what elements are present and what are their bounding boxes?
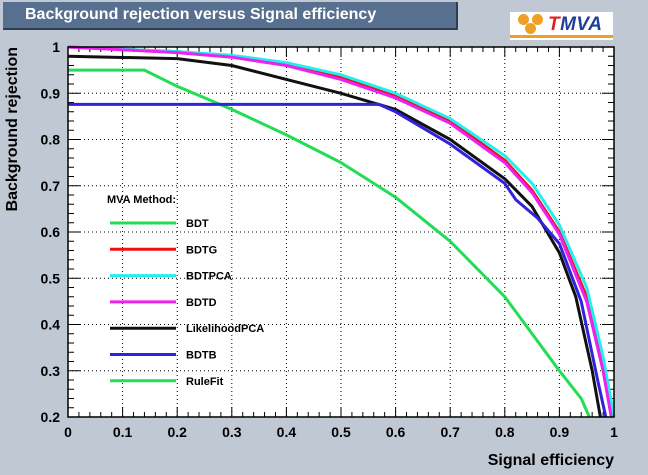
legend-label-likelihoodpca: LikelihoodPCA xyxy=(186,323,264,335)
x-tick-label: 0.6 xyxy=(386,424,406,440)
logo-prefix: T xyxy=(548,14,561,35)
y-tick-label: 0.3 xyxy=(41,363,61,379)
logo-stripe xyxy=(510,35,613,38)
x-tick-label: 0.8 xyxy=(495,424,515,440)
logo-name: MVA xyxy=(560,14,603,35)
y-tick-label: 0.5 xyxy=(41,270,61,286)
series-line-bdtpca xyxy=(67,45,616,418)
logo-dot-icon xyxy=(518,14,529,25)
y-tick-label: 0.2 xyxy=(41,409,61,425)
y-tick-label: 1 xyxy=(52,39,60,55)
chart-title: Background rejection versus Signal effic… xyxy=(3,2,458,30)
x-axis-title: Signal efficiency xyxy=(488,452,614,469)
legend-label-bdtd: BDTD xyxy=(186,297,217,309)
y-tick-label: 0.8 xyxy=(41,132,61,148)
legend-label-bdtpca: BDTPCA xyxy=(186,271,232,283)
legend-label-bdtg: BDTG xyxy=(186,244,217,256)
legend-label-rulefit: RuleFit xyxy=(186,376,224,388)
x-tick-label: 0.2 xyxy=(167,424,187,440)
logo-dot-icon xyxy=(532,14,543,25)
tmva-logo: TMVA xyxy=(510,12,613,40)
y-tick-label: 0.4 xyxy=(41,317,61,333)
x-tick-label: 1 xyxy=(610,424,618,440)
y-tick-label: 0.9 xyxy=(41,85,61,101)
y-axis-title: Background rejection xyxy=(4,47,21,211)
logo-dot-icon xyxy=(525,23,536,34)
x-tick-label: 0.5 xyxy=(331,424,351,440)
x-tick-label: 0.7 xyxy=(440,424,460,440)
legend-title: MVA Method: xyxy=(107,194,176,206)
x-tick-label: 0.1 xyxy=(113,424,133,440)
series-line-likelihoodpca xyxy=(67,54,602,418)
y-tick-label: 0.7 xyxy=(41,178,61,194)
x-tick-label: 0.9 xyxy=(550,424,570,440)
x-tick-label: 0 xyxy=(64,424,72,440)
x-tick-label: 0.3 xyxy=(222,424,242,440)
y-tick-label: 0.6 xyxy=(41,224,61,240)
series-line-bdtd xyxy=(67,45,613,418)
logo-text: TMVA xyxy=(548,14,602,36)
plot-frame xyxy=(67,46,615,418)
legend-label-bdtb: BDTB xyxy=(186,350,217,362)
x-tick-label: 0.4 xyxy=(277,424,297,440)
series-line-bdt xyxy=(68,68,591,418)
legend-label-bdt: BDT xyxy=(186,218,209,230)
series-line-bdtb xyxy=(68,102,608,418)
